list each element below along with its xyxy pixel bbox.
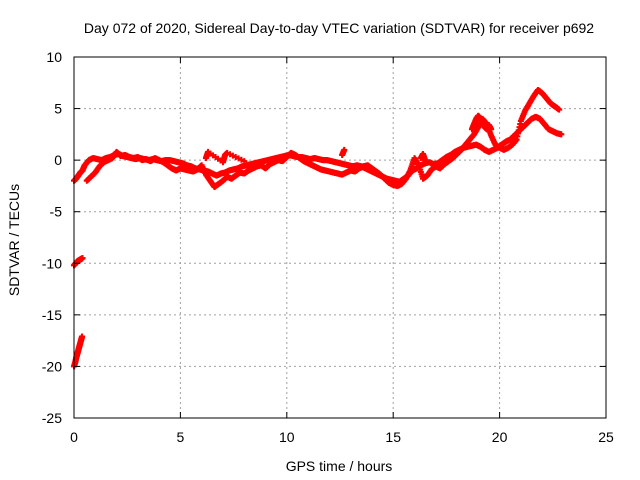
x-axis-label: GPS time / hours (286, 458, 393, 474)
y-tick-label: -25 (42, 410, 62, 426)
y-axis: -25 -20 -15 -10 -5 0 5 10 (42, 49, 606, 426)
x-tick-label: 25 (598, 429, 614, 445)
data-points (71, 87, 565, 370)
y-tick-label: 5 (54, 101, 62, 117)
data-point (488, 126, 495, 133)
chart-title: Day 072 of 2020, Sidereal Day-to-day VTE… (84, 20, 594, 36)
x-axis: 0 5 10 15 20 25 (70, 57, 614, 445)
data-point (422, 157, 429, 164)
data-point (79, 333, 86, 340)
y-tick-label: 10 (46, 49, 62, 65)
data-point (341, 146, 348, 153)
y-tick-label: 0 (54, 152, 62, 168)
y-tick-label: -20 (42, 358, 62, 374)
plot-frame (73, 56, 607, 419)
data-point (241, 158, 248, 165)
data-point (79, 255, 86, 262)
y-tick-label: -5 (50, 204, 63, 220)
x-tick-label: 5 (177, 429, 185, 445)
y-axis-label: SDTVAR / TECUs (6, 184, 22, 296)
x-tick-label: 10 (279, 429, 295, 445)
y-tick-label: -10 (42, 255, 62, 271)
series-4 (202, 112, 495, 166)
series-2 (71, 255, 86, 269)
x-tick-label: 0 (70, 429, 78, 445)
data-point (558, 131, 565, 138)
x-tick-label: 15 (385, 429, 401, 445)
y-tick-label: -15 (42, 307, 62, 323)
data-point (556, 106, 563, 113)
series-1 (83, 87, 563, 190)
x-tick-label: 20 (492, 429, 508, 445)
series-3 (71, 333, 86, 370)
